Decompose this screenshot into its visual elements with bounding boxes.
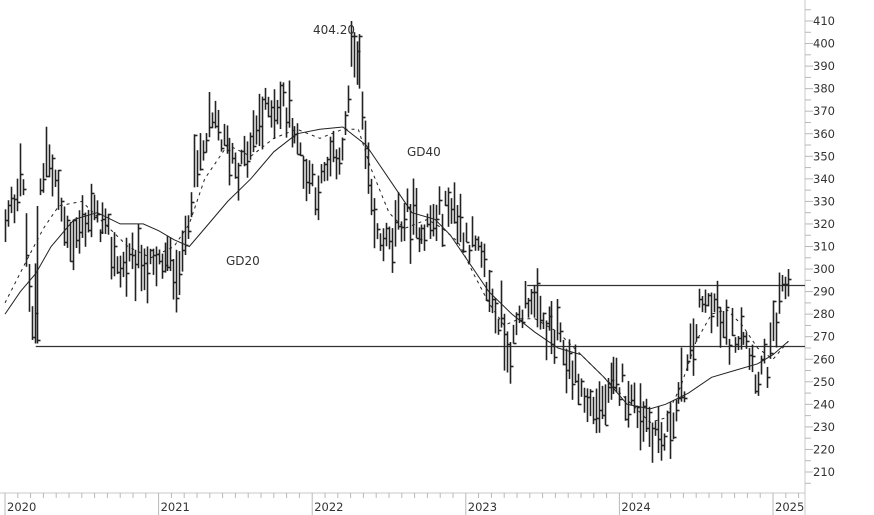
x-tick-label: 2025	[775, 500, 804, 514]
y-tick-label: 400	[813, 37, 835, 51]
y-tick-label: 310	[813, 240, 835, 254]
price-bars	[4, 21, 792, 463]
gd20-line	[4, 128, 789, 423]
y-tick-label: 300	[813, 262, 835, 276]
x-tick-label: 2020	[7, 500, 36, 514]
y-tick-label: 320	[813, 217, 835, 231]
y-tick-label: 330	[813, 194, 835, 208]
horizontal-levels	[35, 284, 805, 348]
y-tick-label: 210	[813, 465, 835, 479]
moving-averages	[4, 126, 789, 423]
y-tick-label: 370	[813, 104, 835, 118]
y-tick-label: 230	[813, 420, 835, 434]
x-axis: 2020 2021 2022 2023 2024 2025	[0, 492, 805, 515]
y-tick-label: 250	[813, 375, 835, 389]
y-tick-label: 350	[813, 149, 835, 163]
gd40-line	[4, 126, 789, 410]
x-tick-label: 2022	[314, 500, 343, 514]
x-tick-label: 2021	[161, 500, 190, 514]
y-axis: 210 220 230 240 250 260 270 280 290 300 310 320 330 3…	[804, 0, 835, 515]
y-tick-label: 260	[813, 352, 835, 366]
y-tick-label: 340	[813, 172, 835, 186]
gd20-label: GD20	[226, 254, 260, 268]
x-tick-label: 2024	[621, 500, 650, 514]
high-label: 404.20	[313, 23, 355, 37]
y-tick-label: 390	[813, 59, 835, 73]
y-tick-label: 220	[813, 442, 835, 456]
y-tick-label: 380	[813, 82, 835, 96]
y-tick-label: 270	[813, 330, 835, 344]
y-tick-label: 360	[813, 127, 835, 141]
y-tick-label: 280	[813, 307, 835, 321]
y-tick-label: 290	[813, 285, 835, 299]
annotations: 404.20 GD40 GD20	[226, 23, 441, 268]
y-tick-label: 240	[813, 397, 835, 411]
x-tick-label: 2023	[468, 500, 497, 514]
gd40-label: GD40	[407, 145, 441, 159]
y-tick-label: 410	[813, 14, 835, 28]
